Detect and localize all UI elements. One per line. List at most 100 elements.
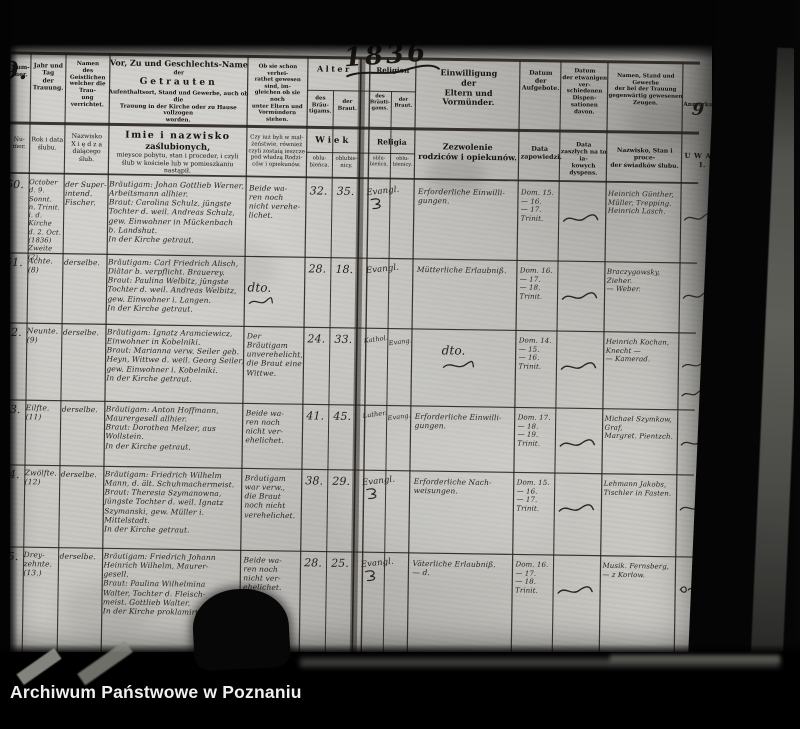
- header-de-alter-groom: des Bräu- tigams.: [308, 95, 332, 115]
- register-row-53: 53. Eilfte. (11) derselbe. Bräutigam: An…: [0, 400, 709, 475]
- entry-marital-status: Bräutigam war verw., die Braut noch nich…: [244, 473, 296, 520]
- entry-remark: [681, 271, 713, 301]
- header-de-namen-title: Vor, Zu und Geschlechts-Name: [109, 57, 248, 70]
- header-pl-xiadz: Nazwisko X i ę d z a daiącego ślub.: [71, 132, 103, 163]
- entry-consent: Mütterliche Erlaubniß.: [416, 264, 507, 276]
- entry-banns: Dom. 15. — 16. — 17. Trinit.: [520, 188, 554, 223]
- header-de-geistlicher: Namen des Geistlichen welcher die Trau- …: [69, 60, 106, 109]
- entry-witnesses: Braczygowsky, Zieher. — Weber.: [606, 267, 661, 294]
- entry-marital-status: Beide wa- ren noch nicht ver- ehelichet.: [245, 408, 285, 446]
- entry-priest: derselbe.: [61, 404, 98, 415]
- entry-names: Bräutigam: Friedrich Johann Heinrich Wil…: [102, 551, 216, 617]
- underline-flourish-mark: [346, 64, 440, 78]
- ditto-text: dto.: [247, 280, 272, 295]
- header-de-namen-getrauten: Getrauten: [139, 76, 218, 88]
- entry-remark: [679, 418, 711, 448]
- remark-flourish-mark: [682, 291, 711, 299]
- header-de-religion-groom: des Bräuti- gams.: [369, 93, 390, 112]
- entry-religion-bride: Evang.: [387, 411, 412, 423]
- remark-flourish-mark: [681, 389, 705, 397]
- ditto-text: dto.: [441, 343, 466, 358]
- dispensation-flourish-mark: [557, 586, 593, 594]
- header-pl-uwagi: U W A G I.: [684, 150, 721, 169]
- entry-banns: Dom. 15. — 16. — 17. Trinit.: [516, 478, 550, 513]
- remark-flourish-mark: [681, 361, 710, 368]
- photo-shadow-right-edge: [794, 0, 800, 729]
- header-pl-swiadkowie: Nazwisko, Stan i proce- der świadków ślu…: [610, 146, 679, 170]
- register-row-52: 52. Neunte. (9) derselbe. Bräutigam: Ign…: [1, 323, 710, 410]
- religion-text: Evangl.: [360, 556, 395, 571]
- entry-priest: derselbe.: [63, 257, 101, 268]
- entry-age-groom: 32.: [309, 184, 328, 198]
- entry-age-bride: 33.: [334, 332, 353, 346]
- header-de-alter-bride: der Braut.: [337, 98, 357, 112]
- entry-witnesses: Michael Szymkow, Graf, Margret. Pientzch…: [604, 414, 673, 441]
- entry-names: Bräutigam: Ignatz Aramciewicz, Einwohner…: [106, 327, 244, 384]
- entry-age-bride: 25.: [331, 556, 350, 570]
- entry-priest: derselbe.: [62, 327, 100, 338]
- entry-consent: Erforderliche Einwilli- gungen.: [414, 411, 502, 431]
- header-de-dispensationen: Datum der etwanigen ver- schiedenen Disp…: [562, 68, 608, 116]
- entry-consent: Väterliche Erlaubniß. — d.: [412, 558, 496, 578]
- religion-text: Evangl.: [365, 184, 400, 199]
- register-row-55: 55. Drey- zehnte. (13.) derselbe. Bräuti…: [0, 547, 700, 665]
- entry-religion-bride: Evang.: [388, 336, 413, 348]
- entry-religion: Evangl.: [366, 183, 416, 211]
- entry-dispensation: [562, 193, 606, 225]
- flourish-mark: [442, 360, 475, 368]
- header-pl-zezwolenie: Zezwolenie rodziców i opiekunów.: [418, 141, 518, 163]
- flourish-mark: [248, 296, 274, 304]
- entry-remark: [677, 565, 709, 595]
- entry-dispensation: [558, 418, 602, 450]
- dispensation-flourish-mark: [559, 439, 596, 447]
- entry-remark: [678, 483, 710, 513]
- header-pl-numer: Nu- mer.: [12, 135, 26, 151]
- entry-age-groom: 41.: [306, 409, 325, 423]
- header-de-zeugen: Namen, Stand und Gewerbe der bei der Tra…: [608, 72, 683, 107]
- register-table: Num- mer. Jahr und Tag der Trauung. Name…: [0, 28, 723, 670]
- header-pl-wiek: Wiek: [315, 135, 352, 146]
- entry-banns: Dom. 16. — 17. — 18. Trinit.: [519, 266, 553, 301]
- entry-religion: Evangl.: [365, 261, 414, 276]
- entry-banns: Dom. 14. — 15. — 16. Trinit.: [518, 336, 552, 371]
- entry-consent: Erforderliche Nach- weisungen.: [413, 476, 492, 496]
- entry-religion: Evangl.: [360, 555, 410, 583]
- header-pl-data: Rok i data ślubu.: [31, 136, 64, 152]
- religion-text: Evangl.: [361, 474, 396, 489]
- header-pl-dyspensy: Data zaszłych na to ia- kowych dyspens.: [560, 142, 607, 177]
- header-pl-czy-byli: Czy iuż byli w mał- żeństwie, również cz…: [248, 134, 305, 169]
- entry-dispensation: [559, 341, 603, 373]
- remark-flourish-mark: [680, 438, 709, 446]
- entry-priest: der Super- intend. Fischer.: [64, 179, 107, 208]
- table-grid-lines: [0, 51, 701, 665]
- entry-remark: [680, 341, 713, 399]
- entry-consent: Erforderliche Einwilli- gungen.: [417, 186, 506, 206]
- year-ink-note: 1836: [343, 37, 441, 80]
- header-pl-religia-bride: oblu- bienicy.: [392, 155, 413, 168]
- header-de-datum: Jahr und Tag der Trauung.: [32, 62, 64, 92]
- entry-religion-groom: Luther.: [362, 408, 388, 420]
- entry-age-groom: 28.: [304, 556, 323, 570]
- remark-flourish-mark: [679, 586, 700, 593]
- entry-names: Bräutigam: Johan Gottlieb Werner, Arbeit…: [108, 179, 245, 245]
- header-pl-zapowiedzi: Data zapowiedzi.: [520, 144, 562, 161]
- entry-consent: dto.: [441, 343, 543, 372]
- entry-witnesses: Heinrich Kochan, Knecht — — Kamerad.: [605, 337, 670, 364]
- entry-marital-status: Der Bräutigam unverehelicht, die Braut e…: [246, 331, 303, 378]
- entry-age-bride: 35.: [336, 184, 355, 199]
- archive-caption: Archiwum Państwowe w Poznaniu: [10, 682, 302, 702]
- header-pl-religia: Religia: [376, 137, 407, 147]
- entry-banns: Dom. 16. — 17. — 18. Trinit.: [515, 560, 549, 595]
- religion-text: Evangl.: [365, 262, 400, 277]
- entry-names: Bräutigam: Friedrich Wilhelm Mann, d. äl…: [103, 469, 235, 535]
- entry-marital-status: dto.: [247, 280, 303, 307]
- entry-date: Zwölfte. (12): [24, 468, 57, 487]
- flourish-mark: [370, 198, 381, 210]
- register-row-50: 50. October d. 9. Sonnt. n. Trinit. i. d…: [3, 175, 712, 263]
- entry-witnesses: Lehmann Jakobs, Tischler in Fasten.: [603, 479, 672, 498]
- dispensation-flourish-mark: [558, 504, 595, 512]
- page-corner-number: 9.: [2, 56, 28, 85]
- entry-age-groom: 28.: [308, 262, 327, 276]
- entry-banns: Dom. 17. — 18. — 19. Trinit.: [517, 413, 551, 448]
